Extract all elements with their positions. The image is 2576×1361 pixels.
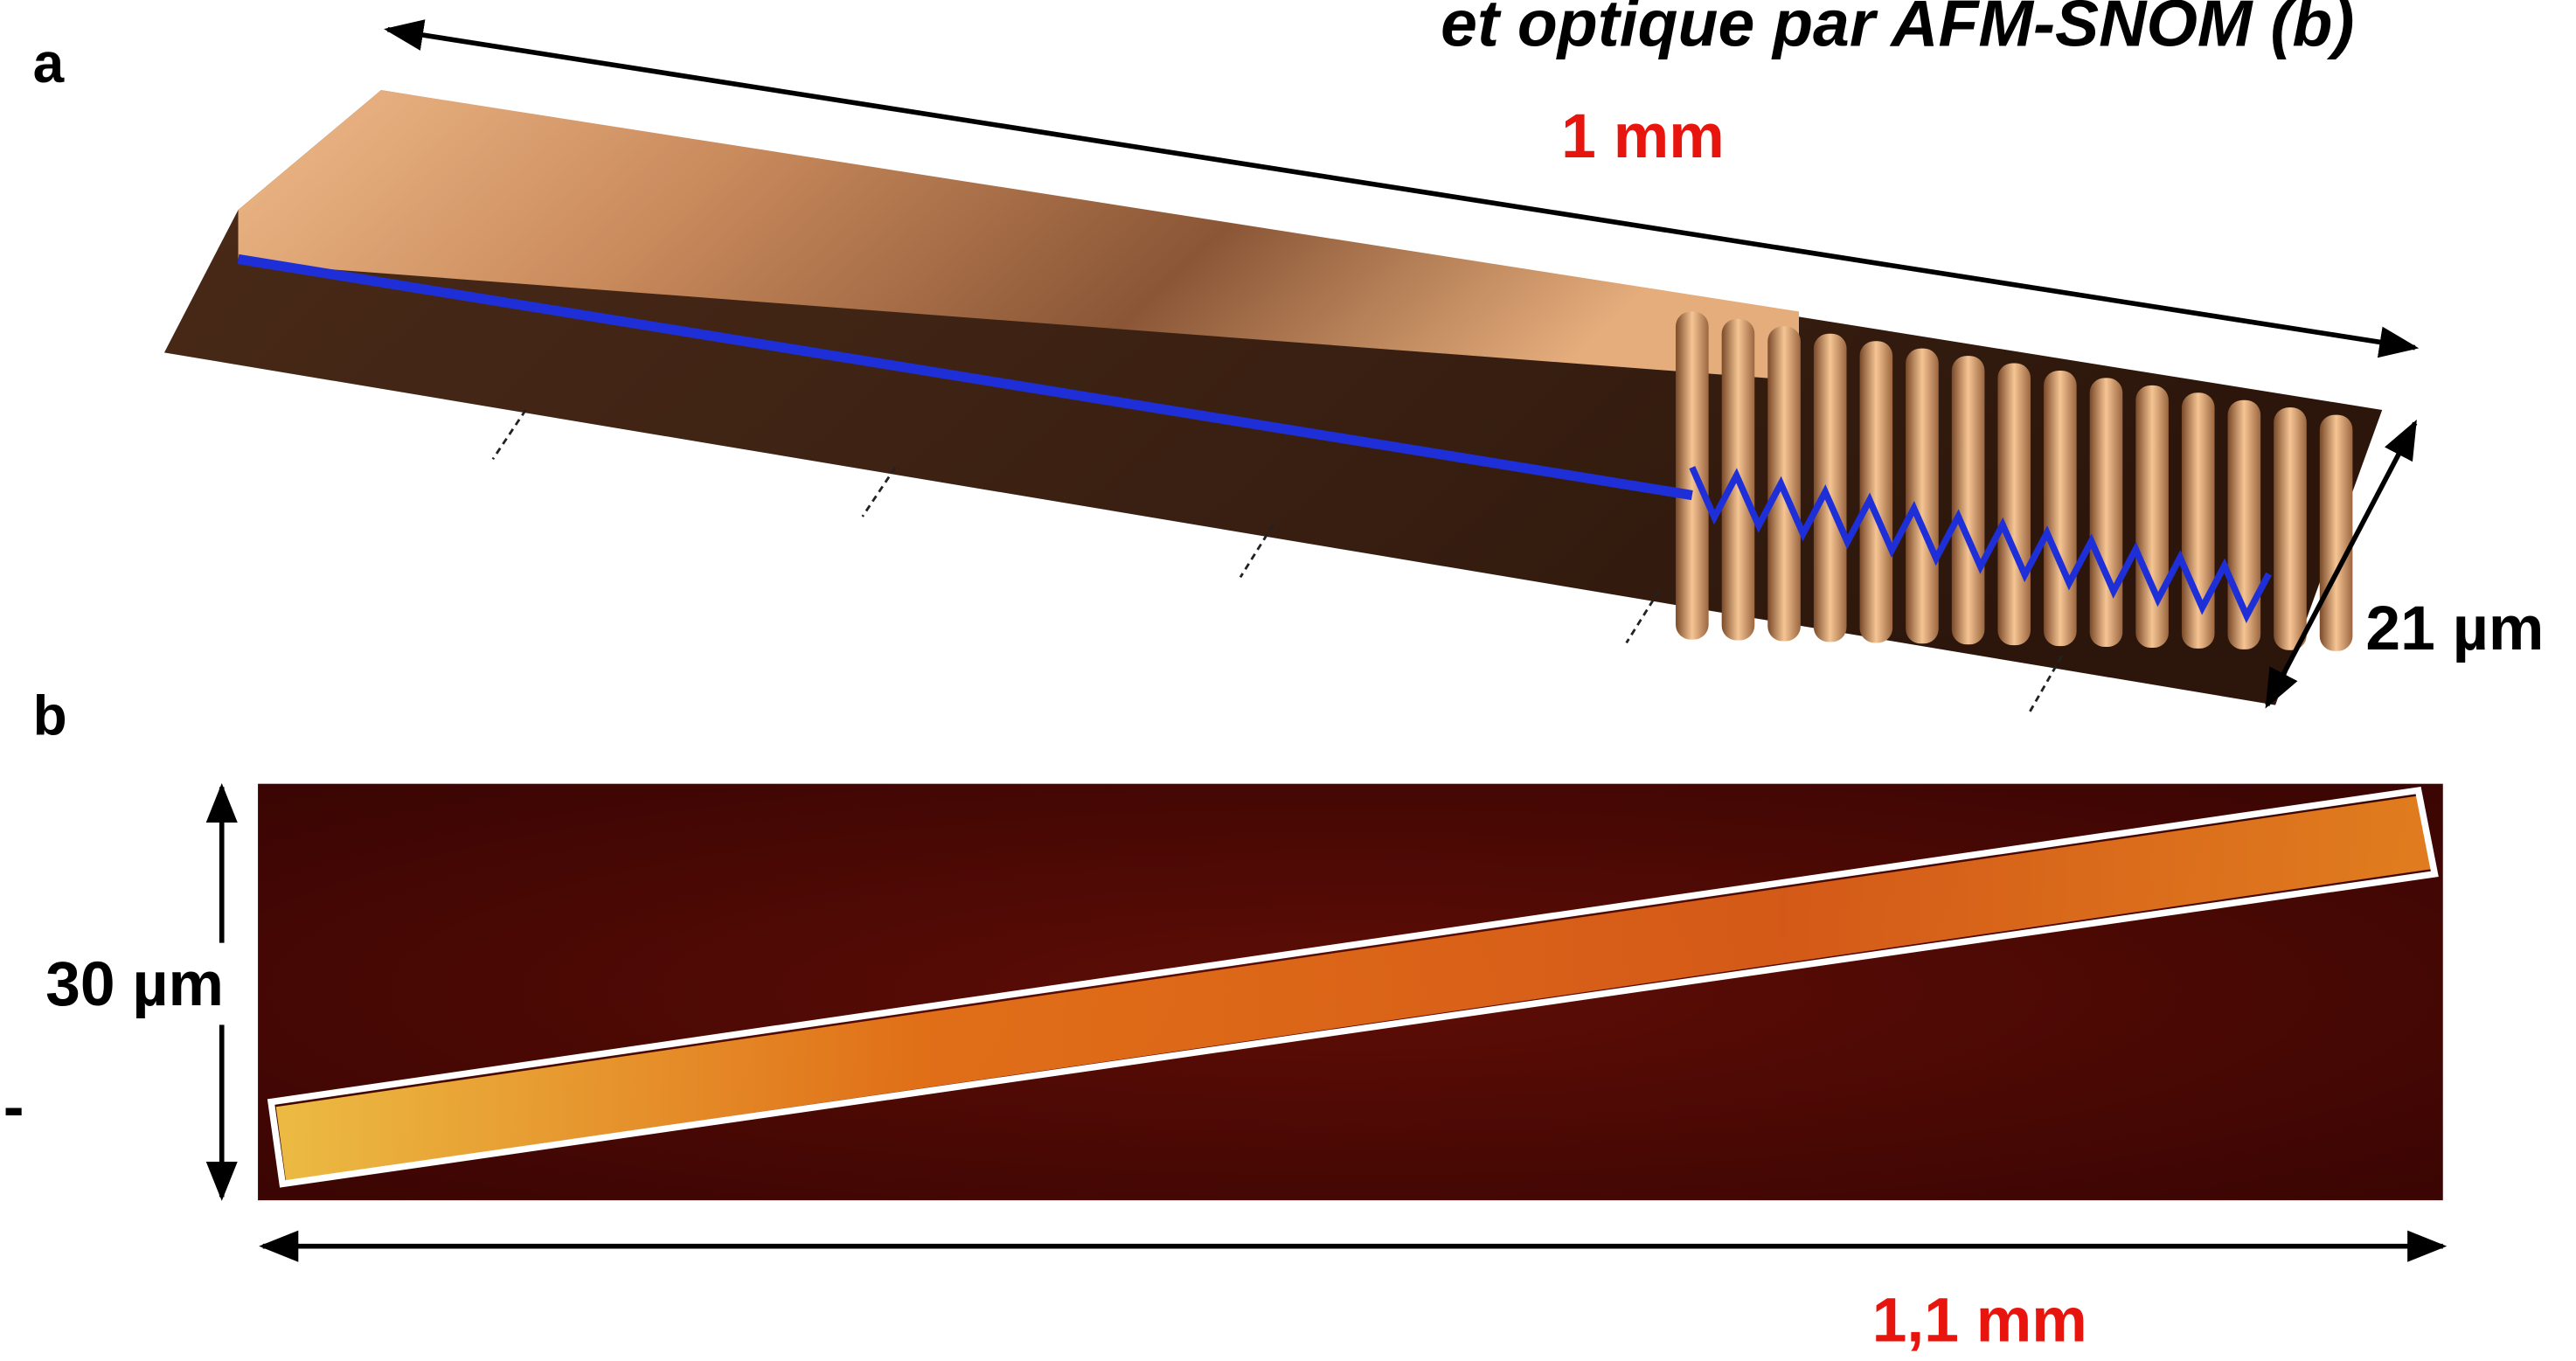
ridges [1676, 311, 2353, 651]
ridge [1997, 363, 2031, 646]
title: et optique par AFM-SNOM (b) [1441, 0, 2354, 60]
ridge [1906, 348, 1939, 644]
length-label: 1,1 mm [1872, 1286, 2087, 1356]
length-arrow [384, 19, 2420, 358]
panel-label: a [33, 31, 65, 94]
ridge [2135, 385, 2169, 648]
signal-band [275, 795, 2432, 1181]
ridge [2274, 407, 2307, 650]
ridge [2181, 392, 2215, 649]
ridge [1859, 341, 1893, 643]
length-label: 1 mm [1561, 101, 1725, 171]
width-label: 21 µm [2365, 594, 2544, 663]
guide-box [267, 786, 2439, 1188]
ridge [1813, 333, 1847, 642]
afm-surface [163, 90, 2383, 714]
label-bg [24, 942, 246, 1025]
ridge [2044, 370, 2077, 647]
side-mark: - [3, 1073, 24, 1142]
ridge [2319, 414, 2353, 651]
width-arrow [2265, 419, 2418, 709]
panel-label: b [33, 684, 67, 746]
ridge [2089, 378, 2123, 648]
ridge [1951, 356, 1985, 645]
ridge [1676, 311, 1709, 640]
height-label: 30 µm [45, 949, 224, 1019]
